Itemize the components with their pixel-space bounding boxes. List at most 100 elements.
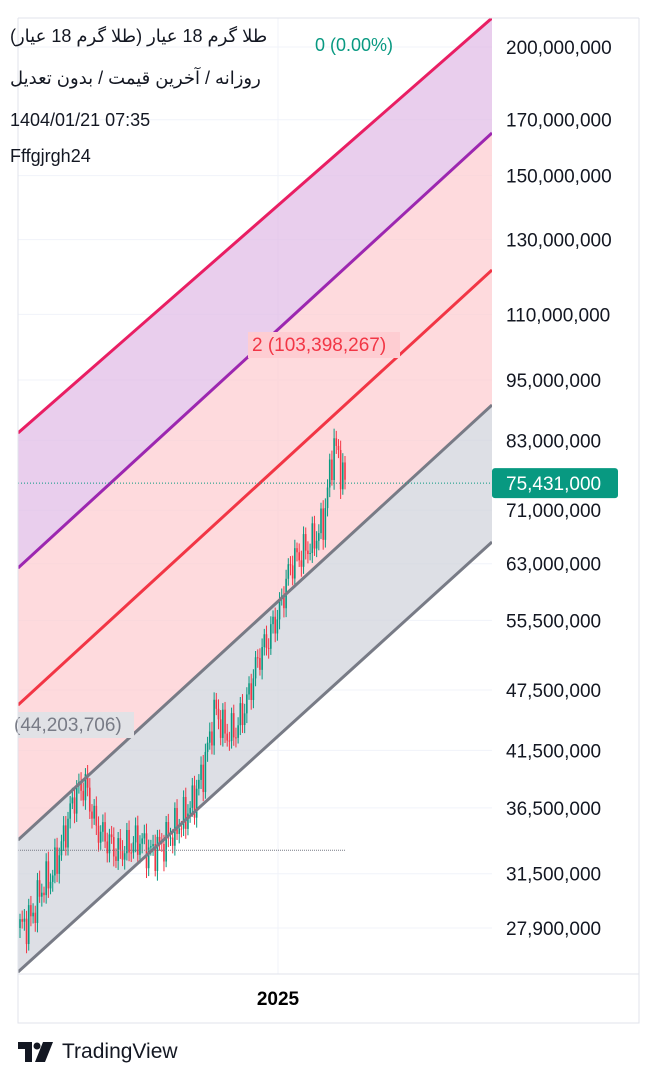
price-axis[interactable]: 200,000,000 170,000,000 150,000,000 130,000… — [506, 38, 612, 940]
candle-body — [204, 751, 207, 793]
candle-body — [182, 796, 185, 829]
candle-body — [189, 807, 191, 814]
candle-body — [272, 616, 274, 625]
candle-body — [344, 462, 346, 480]
price-tick-label: 41,500,000 — [506, 741, 601, 762]
candle-body — [254, 657, 257, 679]
candle-body — [117, 838, 119, 861]
candle-body — [38, 880, 41, 897]
candle-body — [215, 699, 218, 709]
candle-body — [110, 834, 113, 838]
candle-body — [232, 713, 235, 738]
price-tick-label: 110,000,000 — [506, 305, 610, 326]
price-tick-label: 170,000,000 — [506, 111, 612, 132]
candle-body — [213, 699, 215, 746]
last-price-label: 75,431,000 — [506, 474, 601, 495]
candle-body — [82, 790, 85, 801]
candle-body — [134, 825, 137, 843]
candle-body — [315, 540, 318, 549]
price-tick-label: 200,000,000 — [506, 38, 612, 59]
candle-body — [195, 788, 198, 818]
candle-body — [313, 523, 316, 549]
price-tick-label: 47,500,000 — [506, 681, 601, 702]
candle-body — [241, 703, 244, 726]
candle-body — [326, 487, 329, 509]
fib-label-red: 2 (103,398,267) — [252, 335, 386, 356]
price-tick-label: 71,000,000 — [506, 501, 601, 522]
candle-body — [337, 445, 340, 451]
channel-line-gray-lower — [18, 540, 492, 974]
candle-body — [80, 781, 82, 791]
price-tick-label: 31,500,000 — [506, 865, 601, 886]
candle-body — [174, 807, 176, 846]
candle-body — [193, 785, 196, 818]
candle-body — [222, 709, 224, 738]
candle-body — [309, 553, 311, 555]
candle-body — [106, 841, 109, 854]
candle-body — [217, 708, 220, 720]
candle-body — [307, 550, 309, 555]
candle-body — [302, 534, 305, 567]
candle-body — [230, 713, 233, 741]
candle-body — [115, 856, 117, 861]
candle-body — [84, 773, 87, 801]
fib-label-red-bg — [248, 332, 400, 358]
candle-body — [187, 813, 189, 829]
tradingview-logo[interactable]: TradingView — [18, 1040, 178, 1064]
candle-body — [165, 822, 167, 862]
candle-body — [150, 846, 152, 848]
candle-body — [296, 548, 298, 553]
candle-body — [294, 548, 296, 579]
time-axis-label[interactable]: 2025 — [257, 989, 300, 1010]
candle-body — [141, 838, 143, 844]
candle-body — [163, 843, 165, 862]
candle-body — [93, 805, 95, 819]
candle-body — [265, 634, 268, 648]
candle-body — [139, 843, 141, 855]
candle-body — [335, 438, 338, 446]
candle-body — [108, 834, 111, 854]
candle-body — [171, 837, 174, 846]
candle-body — [67, 818, 69, 848]
candle-body — [219, 719, 222, 738]
candle-body — [248, 683, 250, 695]
candle-body — [261, 647, 263, 670]
candle-body — [54, 847, 56, 876]
candle-body — [342, 462, 344, 490]
candle-body — [246, 694, 248, 714]
candle-body — [318, 533, 320, 541]
candle-body — [45, 861, 47, 896]
symbol-title[interactable]: طلا گرم 18 عیار (طلا گرم 18 عیار) — [10, 26, 268, 46]
candle-body — [328, 459, 331, 488]
candle-body — [36, 880, 39, 924]
time-axis-frame — [17, 973, 640, 1024]
candle-body — [23, 918, 26, 922]
channel-fill-gray — [18, 405, 492, 972]
candle-body — [21, 919, 23, 922]
candle-body — [56, 847, 58, 874]
chart-author: Fffgjrgh24 — [10, 146, 91, 166]
candle-body — [278, 599, 281, 620]
candle-body — [136, 825, 139, 855]
candle-body — [208, 731, 211, 743]
candle-body — [226, 733, 229, 741]
candle-body — [198, 779, 200, 789]
candle-body — [289, 564, 292, 566]
candle-body — [60, 841, 63, 856]
channel-line-gray-upper — [18, 403, 492, 842]
candle-body — [32, 912, 34, 917]
chart-subtitle: روزانه / آخرین قیمت / بدون تعدیل — [10, 68, 261, 88]
candle-body — [237, 725, 239, 738]
candle-body — [95, 805, 98, 826]
candle-body — [47, 861, 50, 889]
candle-body — [300, 560, 303, 567]
candle-body — [51, 875, 54, 882]
candle-body — [250, 683, 253, 700]
candle-body — [126, 829, 128, 854]
candle-body — [147, 847, 150, 869]
candle-body — [145, 833, 148, 869]
candle-body — [73, 797, 76, 814]
candle-body — [62, 825, 65, 842]
price-tick-label: 63,000,000 — [506, 555, 601, 576]
